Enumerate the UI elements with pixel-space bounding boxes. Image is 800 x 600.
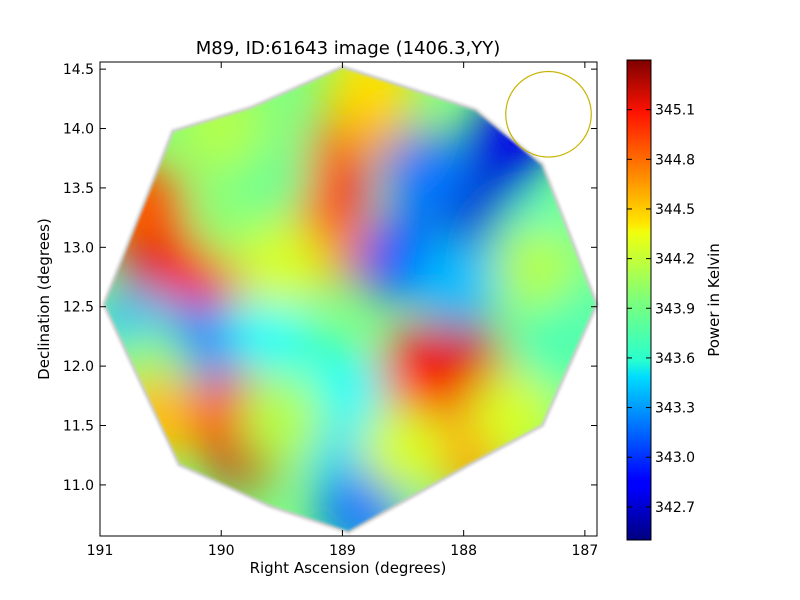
heatmap-region-35 bbox=[237, 375, 326, 464]
y-tick-label: 14.0 bbox=[63, 122, 94, 138]
heatmap-region-27 bbox=[237, 221, 326, 310]
x-axis-label: Right Ascension (degrees) bbox=[250, 559, 447, 577]
y-tick-label: 14.5 bbox=[63, 62, 94, 78]
heatmap-region-12 bbox=[328, 66, 417, 126]
plot-frame bbox=[99, 61, 598, 537]
heatmap-region-15 bbox=[383, 132, 472, 221]
heatmap-region-6 bbox=[371, 334, 460, 422]
x-axis-ticks: 191 190 189 188 187 bbox=[87, 62, 599, 559]
x-tick-label: 191 bbox=[87, 543, 114, 559]
plot-area: 191 190 189 188 187 11.0 11.5 12.0 12.5 13.0 13.5… bbox=[63, 61, 599, 559]
heatmap-region-17 bbox=[413, 238, 502, 327]
x-tick-label: 187 bbox=[572, 543, 599, 559]
colorbar: 342.7 343.0 343.3 343.6 343.9 344.2 344.5 344.8… bbox=[626, 59, 723, 541]
y-tick-label: 11.0 bbox=[63, 478, 94, 494]
y-tick-label: 13.0 bbox=[63, 240, 94, 256]
chart-title: M89, ID:61643 image (1406.3,YY) bbox=[196, 38, 501, 59]
y-tick-label: 12.5 bbox=[63, 300, 94, 316]
y-tick-label: 12.0 bbox=[63, 359, 94, 375]
colorbar-tick-label: 343.6 bbox=[655, 351, 695, 367]
y-tick-label: 11.5 bbox=[63, 419, 94, 435]
colorbar-tick-label: 343.3 bbox=[655, 401, 695, 417]
heatmap-region-31 bbox=[492, 221, 581, 310]
x-tick-label: 189 bbox=[329, 543, 356, 559]
y-tick-label: 13.5 bbox=[63, 181, 94, 197]
colorbar-tick-label: 343.9 bbox=[655, 301, 695, 317]
colorbar-tick-label: 345.1 bbox=[655, 103, 695, 119]
x-tick-label: 188 bbox=[450, 543, 477, 559]
colorbar-tick-label: 343.0 bbox=[655, 450, 695, 466]
colorbar-tick-label: 344.5 bbox=[655, 202, 695, 218]
heatmap-region-36 bbox=[359, 405, 448, 494]
colorbar-ticks: 342.7 343.0 343.3 343.6 343.9 344.2 344.5 344.8… bbox=[627, 103, 695, 516]
colorbar-tick-label: 344.8 bbox=[655, 152, 695, 168]
y-axis-ticks: 11.0 11.5 12.0 12.5 13.0 13.5 14.0 14.5 bbox=[63, 62, 597, 494]
colorbar-gradient bbox=[626, 59, 652, 541]
colorbar-label: Power in Kelvin bbox=[705, 243, 723, 357]
footprint-edge bbox=[101, 65, 599, 535]
colorbar-tick-label: 342.7 bbox=[655, 500, 695, 516]
colorbar-tick-label: 344.2 bbox=[655, 252, 695, 268]
y-axis-label: Declination (degrees) bbox=[35, 218, 53, 380]
x-tick-label: 190 bbox=[208, 543, 235, 559]
beam-circle bbox=[505, 70, 592, 158]
heatmap-region-21 bbox=[225, 286, 314, 375]
